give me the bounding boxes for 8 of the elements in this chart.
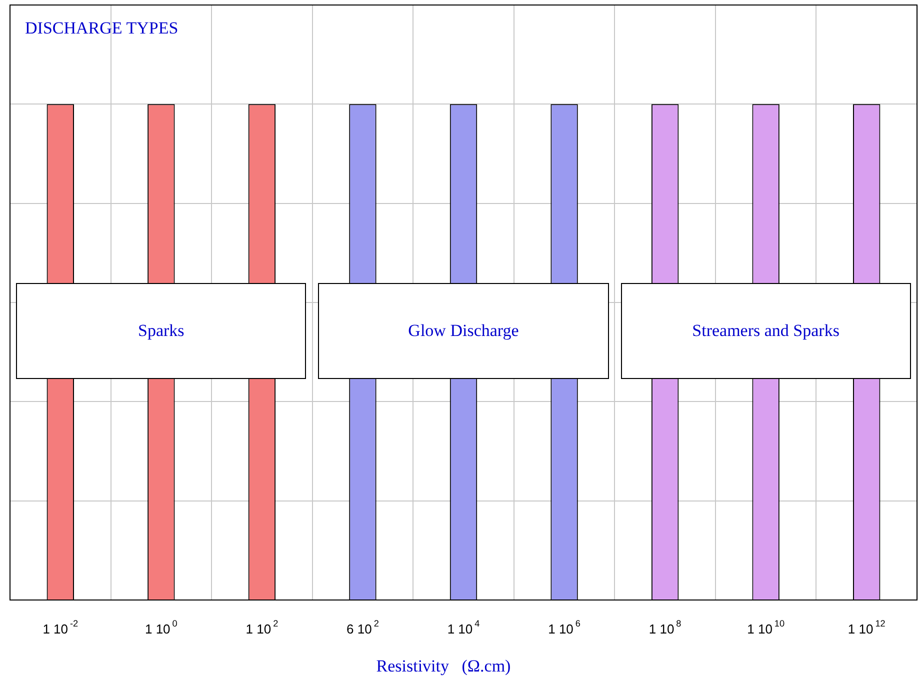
text-box: Sparks	[16, 283, 306, 379]
annotation: Sparks	[138, 321, 184, 341]
chart-title: DISCHARGE TYPES	[25, 18, 178, 38]
annotation: Glow Discharge	[408, 321, 519, 341]
x-axis-title: Resistivity (Ω.cm)	[376, 656, 511, 676]
annotation: Streamers and Sparks	[692, 321, 840, 341]
text-box: Glow Discharge	[318, 283, 609, 379]
text-box: Streamers and Sparks	[620, 283, 911, 379]
